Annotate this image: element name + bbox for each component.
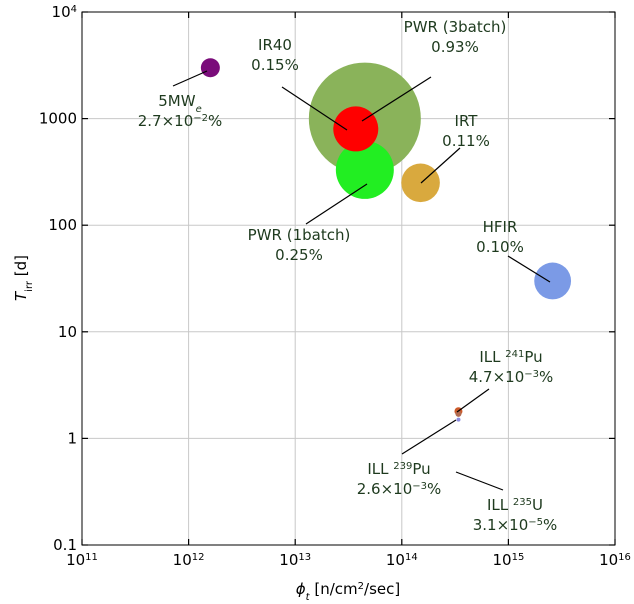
y-tick-label: 100 — [48, 216, 77, 234]
x-tick-label: 1014 — [386, 551, 418, 569]
leader-pwr-1batch — [305, 183, 368, 225]
point-hfir — [534, 262, 572, 300]
leader-hfir — [507, 255, 551, 283]
x-tick-label: 1016 — [599, 551, 631, 569]
x-tick-label: 1015 — [492, 551, 524, 569]
leader-5mwe — [172, 70, 208, 87]
annotation-ill-241pu-value: 4.7×10−3% — [469, 368, 554, 386]
y-tick-label: 10 — [58, 323, 77, 341]
annotation-ill-239pu-value: 2.6×10−3% — [357, 480, 442, 498]
x-tick-label: 1012 — [173, 551, 205, 569]
annotation-hfir-name: HFIR — [483, 218, 518, 236]
annotation-ill-241pu-name: ILL 241Pu — [479, 348, 542, 366]
annotation-ir40-value: 0.15% — [251, 56, 299, 74]
annotation-5mwe-value: 2.7×10−2% — [138, 112, 223, 130]
point-ill-235u — [456, 417, 461, 422]
x-tick-label: 1013 — [279, 551, 311, 569]
annotation-ill-235u-value: 3.1×10−5% — [473, 516, 558, 534]
annotation-pwr-1batch-value: 0.25% — [275, 246, 323, 264]
point-pwr-1batch — [335, 140, 394, 199]
annotation-pwr-1batch-name: PWR (1batch) — [248, 226, 351, 244]
axis-ticks: 1011 1012 1013 1014 1015 1016 0.1 1 10 100 1000 104 — [39, 3, 631, 569]
point-ill-239pu — [455, 410, 462, 417]
point-ir40 — [333, 106, 379, 152]
annotation-pwr-3batch-name: PWR (3batch) — [404, 18, 507, 36]
annotation-irt-value: 0.11% — [442, 132, 490, 150]
leader-irt — [420, 147, 461, 184]
y-tick-label: 104 — [52, 3, 77, 21]
y-tick-label: 1 — [67, 429, 77, 447]
point-5mwe — [200, 58, 220, 78]
annotation-ir40-name: IR40 — [258, 36, 292, 54]
annotation-leaders — [172, 70, 551, 491]
y-axis-label: Tirr [d] — [12, 255, 35, 301]
annotation-hfir-value: 0.10% — [476, 238, 524, 256]
annotation-5mwe-name: 5MWe — [158, 92, 201, 115]
x-axis-label: ϕt [n/cm2/sec] — [296, 580, 400, 603]
annotation-ill-239pu-name: ILL 239Pu — [367, 460, 430, 478]
annotation-pwr-3batch-value: 0.93% — [431, 38, 479, 56]
plot-frame — [81, 11, 616, 546]
y-tick-label: 0.1 — [53, 536, 77, 554]
leader-ill-241pu — [456, 388, 490, 413]
leader-pwr-3batch — [361, 76, 432, 122]
x-tick-label: 1011 — [66, 551, 98, 569]
y-tick-label: 1000 — [39, 110, 77, 128]
leader-ill-239pu — [401, 419, 457, 455]
leader-ir40 — [281, 86, 348, 131]
annotation-irt-name: IRT — [455, 112, 479, 130]
annotation-ill-235u-name: ILL 235U — [487, 496, 543, 514]
leader-ill-235u — [455, 471, 504, 491]
point-irt — [401, 163, 440, 203]
